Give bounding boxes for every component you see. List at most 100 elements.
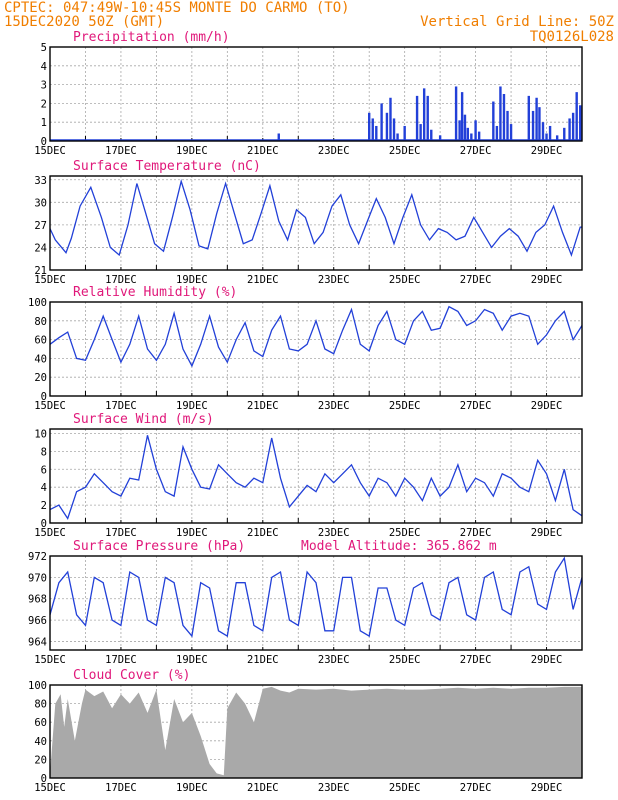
cloud-cover-ytick-label: 0	[41, 773, 47, 785]
temperature-xtick-label: 17DEC	[105, 274, 137, 286]
cloud-cover-frame	[49, 684, 583, 779]
humidity-ytick-label: 100	[28, 297, 47, 309]
wind-xtick-label: 27DEC	[460, 527, 492, 539]
wind-ytick-label: 4	[41, 482, 47, 494]
humidity-xtick-label: 27DEC	[460, 400, 492, 412]
precipitation-title: Precipitation (mm/h)	[73, 30, 230, 45]
humidity-ytick-label: 80	[34, 316, 47, 328]
humidity-title: Relative Humidity (%)	[73, 285, 237, 300]
precipitation-bar	[375, 125, 378, 141]
humidity-xtick-label: 21DEC	[247, 400, 279, 412]
wind-series-line	[49, 435, 583, 520]
wind-xtick-label: 21DEC	[247, 527, 279, 539]
cloud-cover-xtick-label: 23DEC	[318, 782, 350, 794]
pressure-xtick-label: 27DEC	[460, 654, 492, 666]
cloud-cover-xtick-label: 19DEC	[176, 782, 208, 794]
precipitation-ytick-label: 4	[41, 61, 47, 73]
precipitation-bar	[548, 125, 552, 141]
cloud-cover-area	[50, 686, 582, 778]
precipitation-bar	[396, 133, 399, 141]
cloud-cover-ytick-label: 40	[34, 736, 47, 748]
precipitation-bar	[474, 120, 477, 141]
cloud-cover-panel: Cloud Cover (%) 0 20 40 60 80 100 15DEC 17DEC 19D…	[28, 668, 583, 794]
cloud-cover-title: Cloud Cover (%)	[73, 668, 190, 683]
precipitation-bar	[538, 107, 541, 141]
humidity-xtick-label: 25DEC	[389, 400, 421, 412]
precipitation-ytick-label: 0	[41, 136, 47, 148]
panels-container: Precipitation (mm/h) 0 1 2 3 4 5 15DEC 17DEC 19DE…	[28, 30, 583, 794]
temperature-xtick-label: 15DEC	[34, 274, 66, 286]
pressure-xtick-label: 19DEC	[176, 654, 208, 666]
precipitation-bar	[368, 112, 371, 141]
pressure-ytick-label: 968	[28, 594, 47, 606]
pressure-xtick-label: 15DEC	[34, 654, 66, 666]
precipitation-bar	[371, 118, 374, 141]
humidity-xtick-label: 29DEC	[531, 400, 563, 412]
temperature-ytick-label: 33	[34, 175, 47, 187]
humidity-ytick-label: 20	[34, 372, 47, 384]
precipitation-bar	[454, 86, 458, 141]
wind-ytick-label: 6	[41, 464, 47, 476]
precipitation-bar	[466, 127, 469, 141]
precipitation-xtick-label: 21DEC	[247, 145, 279, 157]
humidity-xtick-label: 19DEC	[176, 400, 208, 412]
precipitation-bar	[527, 95, 530, 141]
cloud-cover-xtick-label: 25DEC	[389, 782, 421, 794]
precipitation-bar	[541, 122, 545, 141]
pressure-frame	[49, 555, 583, 651]
temperature-xtick-label: 27DEC	[460, 274, 492, 286]
pressure-xtick-label: 23DEC	[318, 654, 350, 666]
precipitation-bar	[509, 124, 513, 141]
wind-xtick-label: 29DEC	[531, 527, 563, 539]
pressure-title: Surface Pressure (hPa)	[73, 539, 245, 554]
pressure-xtick-label: 17DEC	[105, 654, 137, 666]
precipitation-xtick-label: 15DEC	[34, 145, 66, 157]
pressure-annotation: Model Altitude: 365.862 m	[301, 539, 497, 554]
precipitation-bar	[575, 92, 578, 141]
precipitation-frame	[49, 46, 583, 142]
temperature-title: Surface Temperature (nC)	[73, 159, 261, 174]
humidity-panel: Relative Humidity (%) 0 20 40 60 80 100 15DEC 17…	[28, 285, 583, 412]
cloud-cover-ytick-label: 20	[34, 754, 47, 766]
humidity-xtick-label: 15DEC	[34, 400, 66, 412]
precipitation-xtick-label: 19DEC	[176, 145, 208, 157]
header-grid-info: Vertical Grid Line: 50Z	[420, 14, 614, 30]
precipitation-bar	[545, 133, 548, 141]
humidity-ytick-label: 60	[34, 335, 47, 347]
header-model-id: TQ0126L028	[530, 29, 614, 45]
precipitation-bar	[463, 114, 467, 141]
precipitation-bar	[438, 135, 442, 141]
precipitation-xtick-label: 29DEC	[531, 145, 563, 157]
precipitation-bar	[492, 101, 495, 141]
pressure-xtick-label: 29DEC	[531, 654, 563, 666]
cloud-cover-xtick-label: 27DEC	[460, 782, 492, 794]
temperature-ytick-label: 27	[34, 220, 47, 232]
precipitation-bar	[385, 112, 389, 141]
temperature-xtick-label: 21DEC	[247, 274, 279, 286]
header-location: CPTEC: 047:49W-10:45S MONTE DO CARMO (TO…	[4, 0, 350, 16]
humidity-xtick-label: 17DEC	[105, 400, 137, 412]
humidity-ytick-label: 40	[34, 353, 47, 365]
cloud-cover-xtick-label: 29DEC	[531, 782, 563, 794]
precipitation-bar	[426, 95, 429, 141]
pressure-ytick-label: 972	[28, 551, 47, 563]
wind-ytick-label: 10	[34, 428, 47, 440]
temperature-ytick-label: 24	[34, 242, 47, 254]
precipitation-bar	[419, 124, 422, 141]
pressure-xtick-label: 21DEC	[247, 654, 279, 666]
precipitation-ytick-label: 5	[41, 42, 47, 54]
precipitation-bar	[415, 95, 419, 141]
wind-xtick-label: 15DEC	[34, 527, 66, 539]
precipitation-bar	[495, 125, 499, 141]
temperature-xtick-label: 19DEC	[176, 274, 208, 286]
temperature-panel: Surface Temperature (nC) 21 24 27 30 33 15DEC 1…	[34, 159, 583, 286]
pressure-panel: Surface Pressure (hPa) Model Altitude: 36…	[28, 539, 583, 666]
humidity-ytick-label: 0	[41, 391, 47, 403]
humidity-xtick-label: 23DEC	[318, 400, 350, 412]
precipitation-xtick-label: 17DEC	[105, 145, 137, 157]
pressure-xtick-label: 25DEC	[389, 654, 421, 666]
precipitation-bar	[422, 88, 426, 141]
precipitation-ytick-label: 2	[41, 98, 47, 110]
header-date: 15DEC2020 50Z (GMT)	[4, 14, 164, 30]
